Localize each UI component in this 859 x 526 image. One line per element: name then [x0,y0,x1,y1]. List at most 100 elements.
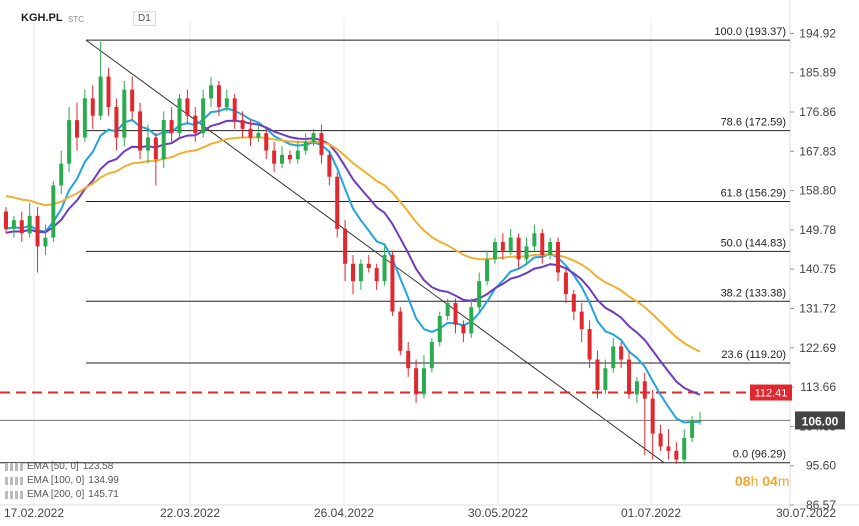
candle-body [698,420,702,422]
fib-level-label: 61.8 (156.29) [721,188,786,200]
candle-body [453,302,458,325]
candle-body [390,255,395,312]
candle-body [398,311,403,351]
candle-body [232,98,237,121]
candle-body [437,315,442,343]
fib-level-label: 0.0 (96.29) [733,449,786,461]
candle-body [666,446,671,451]
timeframe-select[interactable]: D1 [133,11,156,26]
y-tick-label: 194.92 [799,26,836,40]
candle-body [461,324,466,334]
y-tick-label: 158.80 [799,184,836,198]
candle-body [248,128,253,138]
candle-body [469,307,474,334]
candle-body [240,120,245,129]
legend-ema100[interactable]: EMA [100, 0] 134.99 [5,475,119,486]
candle-body [161,120,166,160]
candle-body [477,281,482,308]
candle-body [106,76,111,108]
candle-body [382,255,387,282]
candle-body [59,163,64,186]
eye-icon[interactable] [5,462,23,471]
candle-body [295,150,300,160]
timer-minutes: 04 [762,473,778,489]
y-tick-label: 131.72 [799,301,836,315]
candle-body [571,294,576,312]
x-tick-label: 17.02.2022 [4,506,64,520]
candle-body [445,302,450,316]
candle-body [682,437,687,460]
price-tag-bg [795,411,845,430]
candle-body [311,133,316,142]
legend-value: 134.99 [88,475,119,486]
price-tag-label: 106.00 [802,414,839,428]
candle-body [579,311,584,330]
candle-body [603,368,608,390]
candle-body [114,107,119,138]
candle-body [90,98,95,116]
candle-body [429,342,434,369]
legend-label: EMA [200, 0] [27,489,85,500]
candle-body [374,268,379,282]
y-tick-label: 176.86 [799,105,836,119]
candle-body [548,241,553,256]
candle-body [145,137,150,151]
candle-body [319,133,324,155]
candle-body [595,359,600,390]
candle-body [414,368,419,395]
legend-ema50[interactable]: EMA [50, 0] 123.58 [5,461,113,472]
candle-body [500,241,505,251]
candle-body [634,381,639,395]
candle-body [485,259,490,282]
candle-body [216,85,221,108]
candle-body [35,215,40,247]
y-tick-label: 86.57 [806,498,836,512]
candle-body [642,381,647,399]
ticker-symbol: KGH.PL [21,12,63,24]
candle-body [264,133,269,151]
candle-body [524,246,529,260]
candle-body [690,420,695,438]
candle-body [177,98,182,134]
y-tick-label: 113.66 [800,380,836,394]
candle-body [619,346,624,360]
candle-body [224,98,229,108]
candle-body [193,115,198,134]
candle-body [287,154,292,160]
candle-body [658,433,663,447]
timer-hours: 08 [735,473,751,489]
instrument-type: STC [68,15,84,24]
y-tick-label: 95.60 [806,459,836,473]
candle-body [406,350,411,369]
candle-body [492,241,497,260]
candle-body [74,120,79,138]
candle-body [27,215,32,234]
candle-body [185,98,190,116]
candle-body [516,237,521,260]
y-tick-label: 149.78 [799,223,836,237]
legend-ema200[interactable]: EMA [200, 0] 145.71 [5,489,119,500]
ema-line [5,136,701,353]
candle-body [335,176,340,229]
candle-body [43,237,48,247]
candle-body [280,154,285,164]
candle-body [11,220,16,229]
eye-icon[interactable] [5,490,23,499]
timer-m: m [777,473,790,489]
candle-body [138,111,143,151]
eye-icon[interactable] [5,476,23,485]
candle-body [358,263,363,282]
candle-body [563,272,568,295]
x-tick-label: 22.03.2022 [160,506,220,520]
candle-body [98,76,103,116]
x-tick-label: 01.07.2022 [621,506,681,520]
candle-body [51,185,56,238]
x-tick-label: 30.07.2022 [776,506,836,520]
candle-body [130,89,135,112]
y-tick-label: 122.69 [799,341,836,355]
candle-body [421,368,426,395]
candle-body [303,141,308,151]
candle-body [209,85,214,99]
candle-timer: 08h 04m [735,473,790,489]
